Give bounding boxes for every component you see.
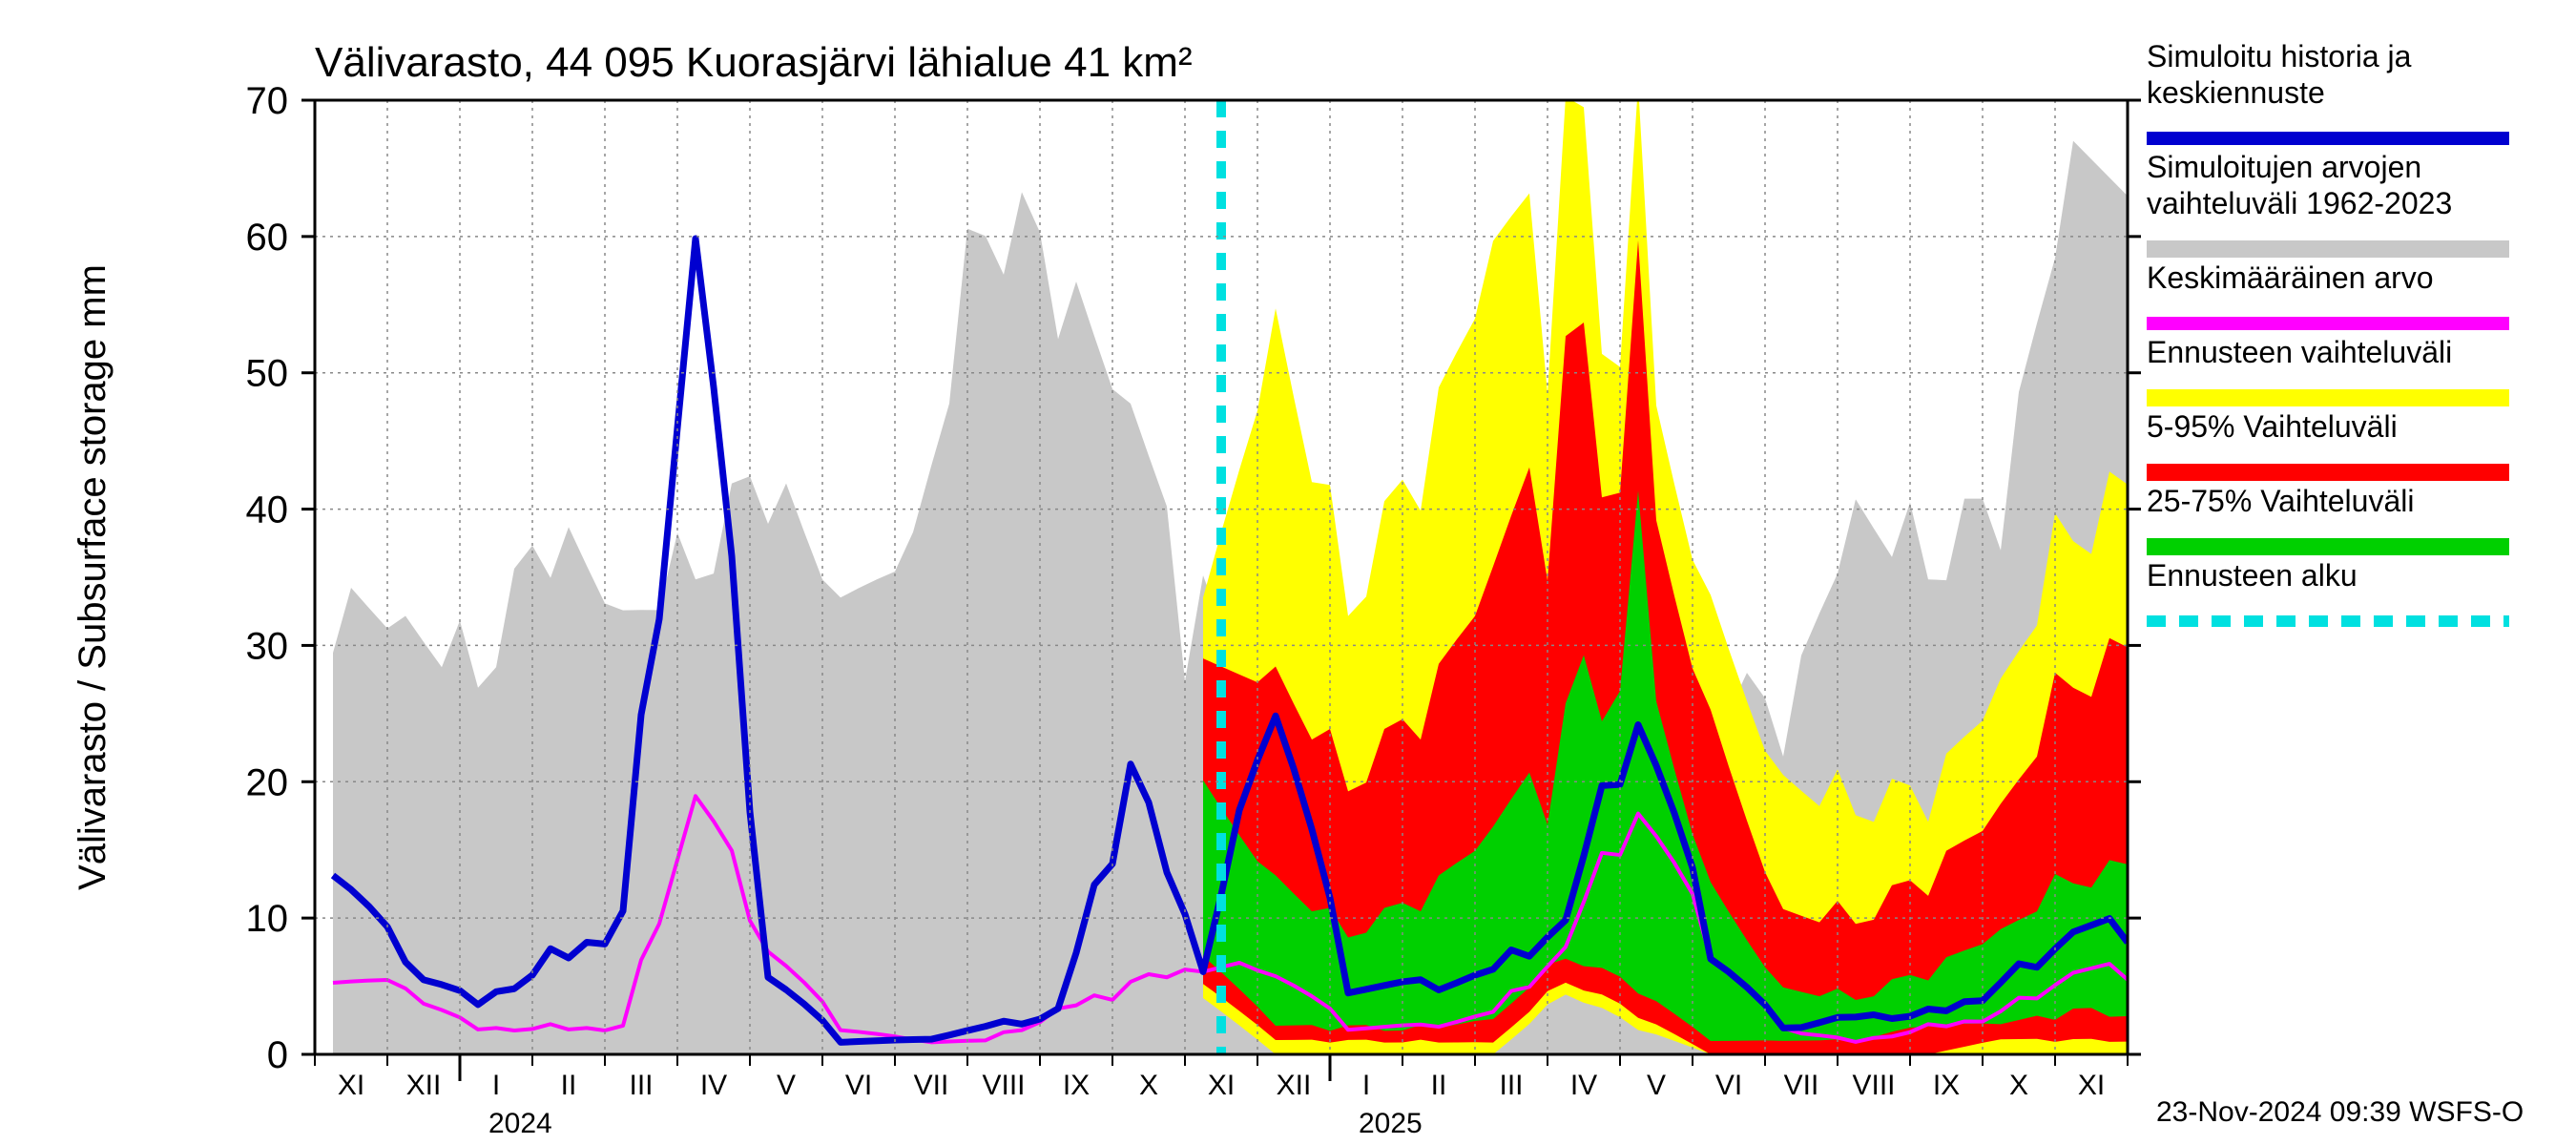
x-month-label: IX [1063,1070,1090,1101]
x-month-label: VI [1715,1070,1742,1101]
x-month-label: X [2009,1070,2028,1101]
x-month-label: II [1431,1070,1447,1101]
legend-label: Keskimääräinen arvo [2147,260,2434,295]
legend-swatch [2147,389,2509,406]
x-month-label: XI [2078,1070,2105,1101]
x-month-label: II [561,1070,577,1101]
x-month-label: VIII [982,1070,1025,1101]
y-tick-label: 10 [246,898,289,940]
x-month-label: IV [700,1070,727,1101]
legend-label: Simuloitujen arvojen [2147,150,2421,184]
chart-footer: 23-Nov-2024 09:39 WSFS-O [2156,1096,2524,1128]
x-month-label: X [1139,1070,1158,1101]
y-tick-label: 40 [246,489,289,531]
x-month-label: XII [406,1070,442,1101]
legend-label: 25-75% Vaihteluväli [2147,484,2414,518]
x-month-label: V [1647,1070,1666,1101]
chart-root: 0 10 20 30 40 50 60 70 Välivarasto / Subsurface … [0,0,2576,1145]
chart-title: Välivarasto, 44 095 Kuorasjärvi lähialue… [315,39,1193,86]
y-tick-label: 60 [246,217,289,259]
y-tick-label: 30 [246,625,289,667]
y-tick-label: 50 [246,353,289,395]
legend-swatch [2147,538,2509,555]
x-month-label: IV [1570,1070,1597,1101]
x-month-label: III [629,1070,653,1101]
chart-svg: 0 10 20 30 40 50 60 70 Välivarasto / Subsurface … [0,0,2576,1145]
x-month-label: VII [914,1070,949,1101]
x-month-label: I [492,1070,500,1101]
legend-swatch [2147,240,2509,258]
x-month-label: I [1362,1070,1370,1101]
x-month-label: VIII [1852,1070,1895,1101]
y-axis-label: Välivarasto / Subsurface storage mm [72,264,114,890]
x-year-label: 2024 [488,1108,552,1139]
legend-label: vaihteluväli 1962-2023 [2147,186,2452,220]
x-year-label: 2025 [1359,1108,1423,1139]
legend-label: 5-95% Vaihteluväli [2147,409,2398,444]
y-tick-label: 20 [246,761,289,803]
x-month-label: XI [338,1070,364,1101]
x-month-label: V [777,1070,796,1101]
x-month-label: VII [1784,1070,1819,1101]
legend-label: Ennusteen vaihteluväli [2147,335,2452,369]
x-month-label: VI [845,1070,872,1101]
x-month-label: IX [1933,1070,1960,1101]
y-tick-label: 70 [246,80,289,122]
x-month-label: XII [1277,1070,1312,1101]
legend-label: Simuloitu historia ja [2147,39,2412,73]
legend-label: Ennusteen alku [2147,558,2358,593]
x-month-label: XI [1208,1070,1235,1101]
x-month-label: III [1499,1070,1523,1101]
legend-swatch [2147,464,2509,481]
legend-label: keskiennuste [2147,75,2325,110]
y-tick-label: 0 [267,1034,288,1076]
